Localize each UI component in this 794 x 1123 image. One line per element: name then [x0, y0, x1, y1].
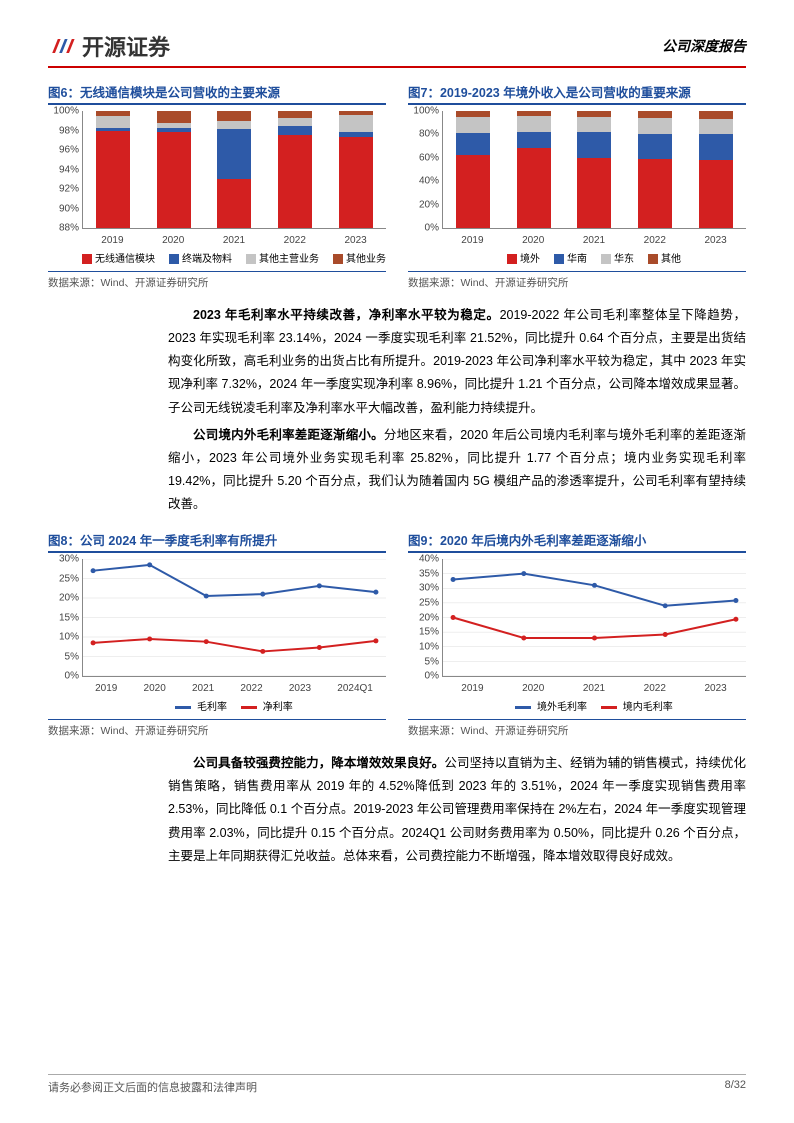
fig8-chart: 0%5%10%15%20%25%30%	[82, 559, 386, 677]
fig6-xaxis: 20192020202120222023	[82, 235, 386, 246]
para3-bold: 公司具备较强费控能力，降本增效效果良好。	[193, 756, 444, 770]
body-paragraphs-2: 公司具备较强费控能力，降本增效效果良好。公司坚持以直销为主、经销为辅的销售模式，…	[168, 752, 746, 868]
page-footer: 请务必参阅正文后面的信息披露和法律声明 8/32	[48, 1074, 746, 1095]
brand-logo: 开源证券	[48, 30, 170, 62]
brand-name: 开源证券	[82, 30, 170, 62]
header-rule	[48, 66, 746, 68]
fig9-title: 图9：2020 年后境内外毛利率差距逐渐缩小	[408, 530, 746, 549]
fig7-chart: 0%20%40%60%80%100%	[442, 111, 746, 229]
bar	[217, 111, 251, 228]
fig7-title: 图7：2019-2023 年境外收入是公司营收的重要来源	[408, 82, 746, 101]
para3-text: 公司坚持以直销为主、经销为辅的销售模式，持续优化销售策略，销售费用率从 2019…	[168, 756, 746, 863]
body-paragraphs-1: 2023 年毛利率水平持续改善，净利率水平较为稳定。2019-2022 年公司毛…	[168, 304, 746, 516]
fig6-chart: 88%90%92%94%96%98%100%	[82, 111, 386, 229]
fig9-xaxis: 20192020202120222023	[442, 683, 746, 694]
para1-text: 2019-2022 年公司毛利率整体呈下降趋势，2023 年实现毛利率 23.1…	[168, 308, 746, 415]
bar	[96, 111, 130, 228]
figure-row-1: 图6：无线通信模块是公司营收的主要来源 88%90%92%94%96%98%10…	[48, 82, 746, 290]
fig8-xaxis: 201920202021202220232024Q1	[82, 683, 386, 694]
fig7-source: 数据来源：Wind、开源证券研究所	[408, 271, 746, 290]
bar	[699, 111, 733, 228]
bar	[517, 111, 551, 228]
fig6-title: 图6：无线通信模块是公司营收的主要来源	[48, 82, 386, 101]
footer-page: 8/32	[725, 1079, 746, 1095]
logo-icon	[48, 32, 76, 60]
fig7-legend: 境外华南华东其他	[442, 250, 746, 265]
figure-6: 图6：无线通信模块是公司营收的主要来源 88%90%92%94%96%98%10…	[48, 82, 386, 290]
fig8-title: 图8：公司 2024 年一季度毛利率有所提升	[48, 530, 386, 549]
fig9-chart: 0%5%10%15%20%25%30%35%40%	[442, 559, 746, 677]
footer-disclaimer: 请务必参阅正文后面的信息披露和法律声明	[48, 1079, 257, 1095]
page-header: 开源证券 公司深度报告	[48, 30, 746, 62]
fig6-legend: 无线通信模块终端及物料其他主营业务其他业务	[82, 250, 386, 265]
fig9-legend: 境外毛利率 境内毛利率	[442, 698, 746, 713]
para2-bold: 公司境内外毛利率差距逐渐缩小。	[193, 428, 384, 442]
bar	[278, 111, 312, 228]
doc-type: 公司深度报告	[662, 36, 746, 56]
figure-7: 图7：2019-2023 年境外收入是公司营收的重要来源 0%20%40%60%…	[408, 82, 746, 290]
figure-row-2: 图8：公司 2024 年一季度毛利率有所提升 0%5%10%15%20%25%3…	[48, 530, 746, 738]
fig7-xaxis: 20192020202120222023	[442, 235, 746, 246]
para1-bold: 2023 年毛利率水平持续改善，净利率水平较为稳定。	[193, 308, 500, 322]
bar	[577, 111, 611, 228]
bar	[157, 111, 191, 228]
figure-8: 图8：公司 2024 年一季度毛利率有所提升 0%5%10%15%20%25%3…	[48, 530, 386, 738]
fig6-source: 数据来源：Wind、开源证券研究所	[48, 271, 386, 290]
fig9-source: 数据来源：Wind、开源证券研究所	[408, 719, 746, 738]
bar	[339, 111, 373, 228]
figure-9: 图9：2020 年后境内外毛利率差距逐渐缩小 0%5%10%15%20%25%3…	[408, 530, 746, 738]
fig8-legend: 毛利率 净利率	[82, 698, 386, 713]
bar	[638, 111, 672, 228]
fig8-source: 数据来源：Wind、开源证券研究所	[48, 719, 386, 738]
bar	[456, 111, 490, 228]
